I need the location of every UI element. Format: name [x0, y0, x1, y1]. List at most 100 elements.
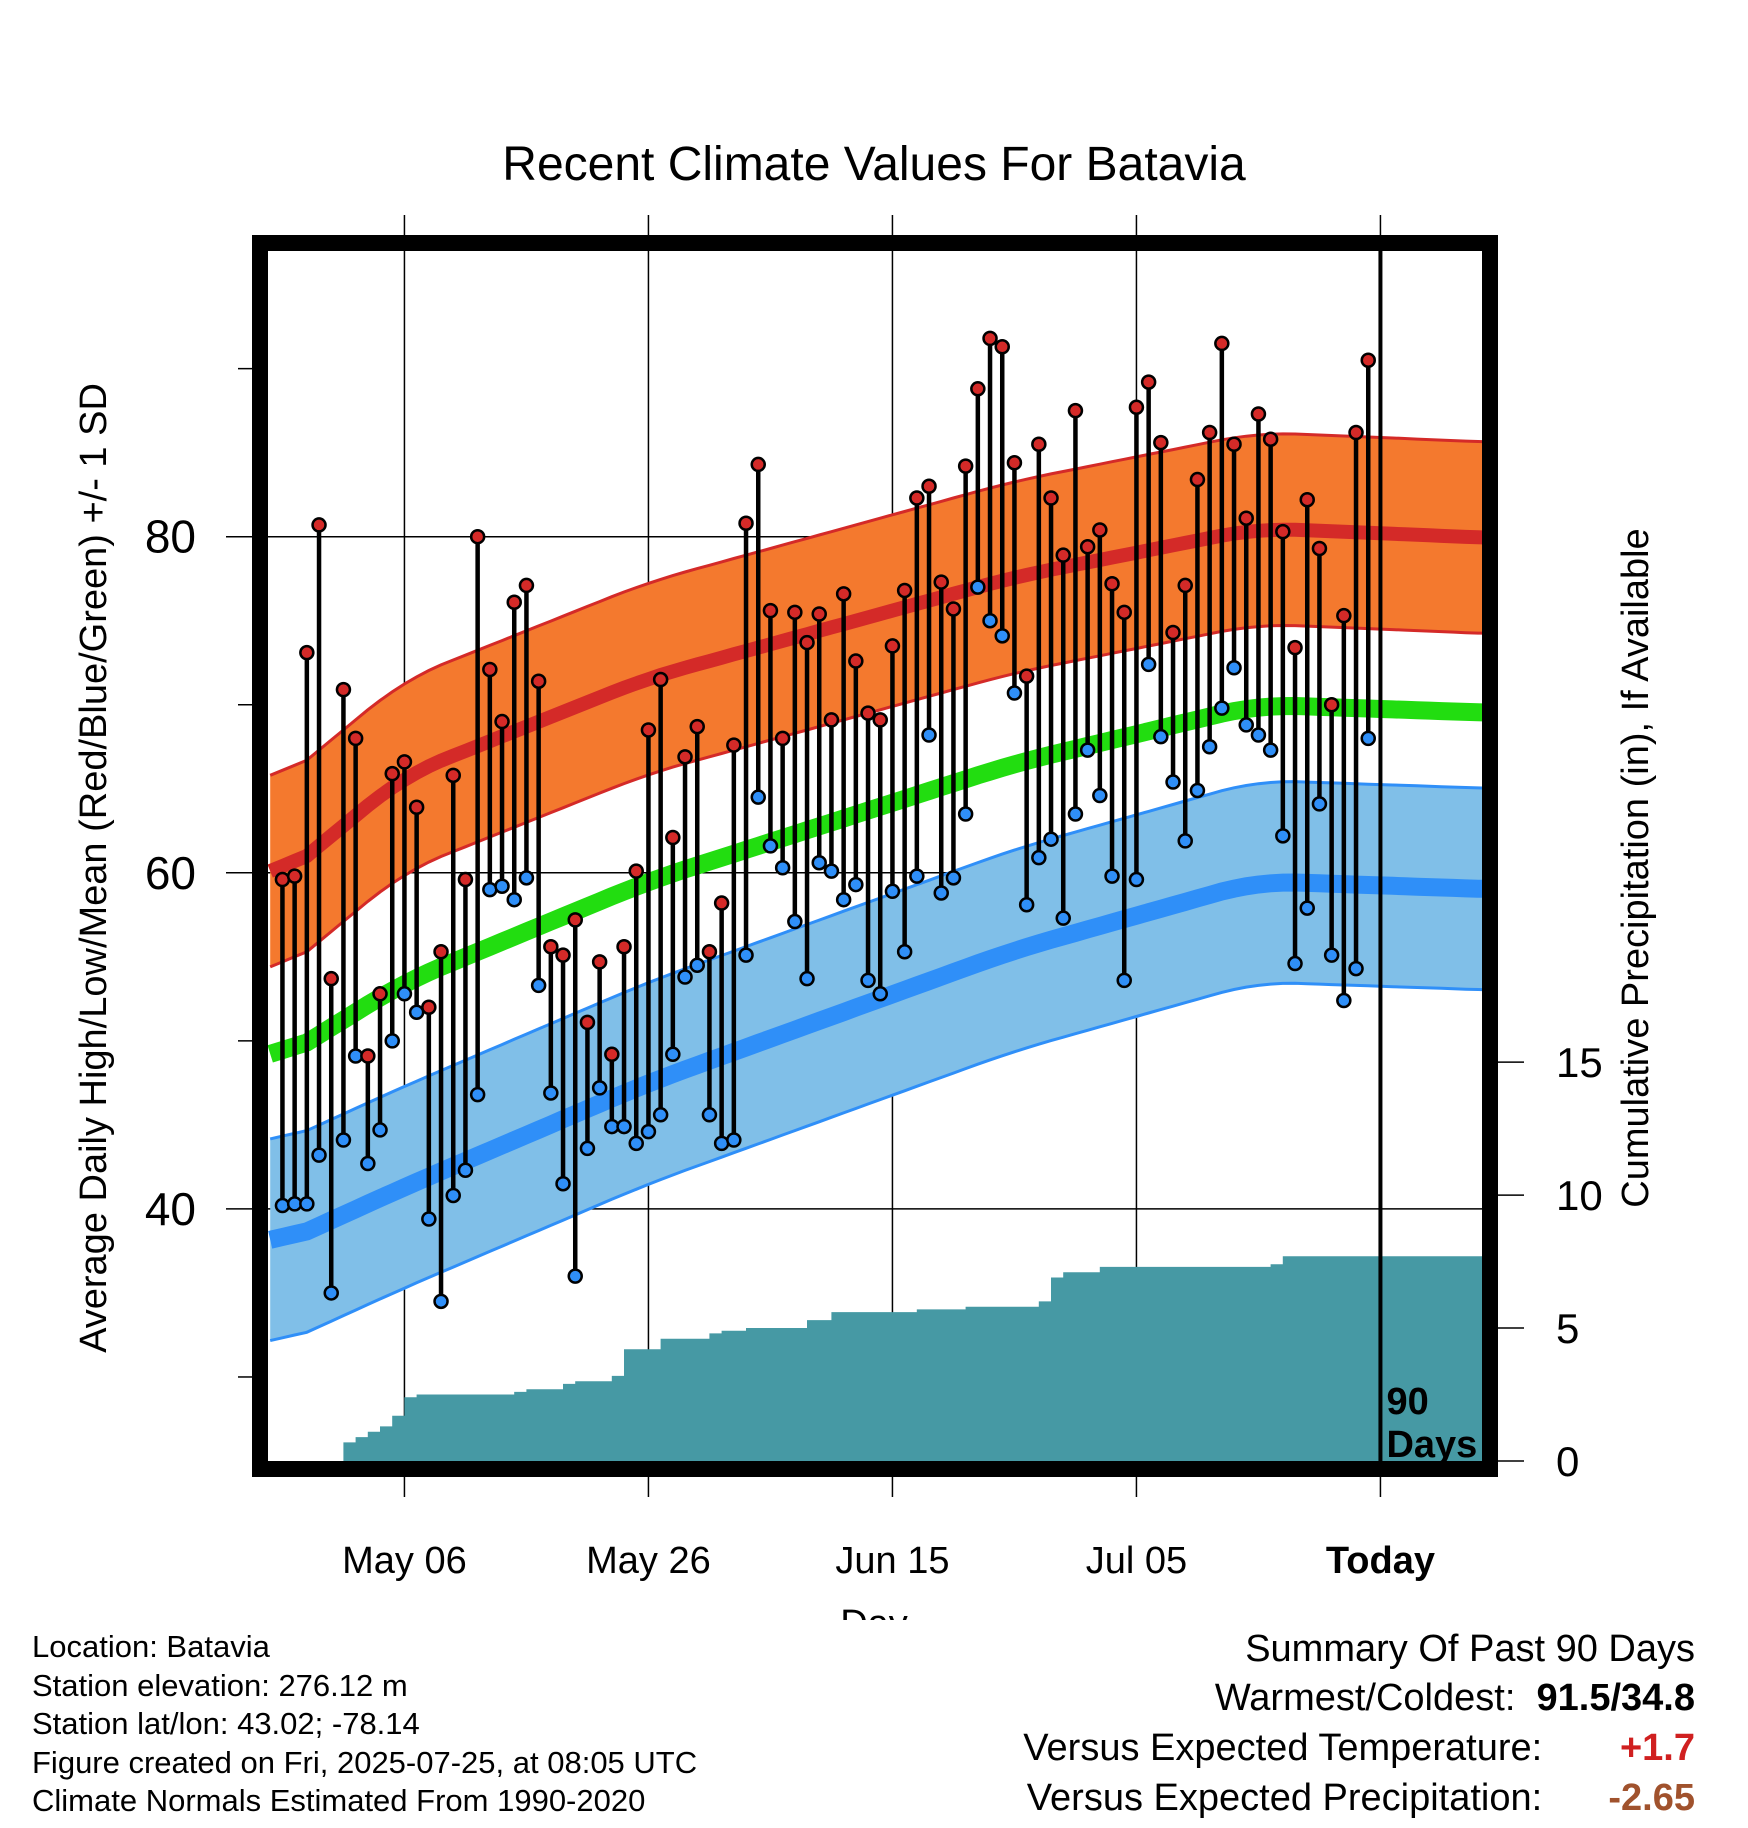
daily-high-point	[311, 517, 327, 533]
daily-high-point	[469, 528, 486, 545]
daily-high-point	[750, 456, 766, 473]
daily-low-point	[1238, 717, 1254, 733]
daily-high-point	[616, 939, 632, 955]
daily-high-point	[640, 722, 657, 738]
daily-low-point	[945, 870, 962, 886]
daily-low-point	[994, 628, 1010, 644]
daily-low-point	[1275, 828, 1291, 844]
daily-high-point	[811, 606, 827, 622]
daily-high-point	[482, 661, 498, 678]
daily-high-point	[530, 673, 547, 689]
daily-low-point	[335, 1132, 352, 1148]
y2-axis-label: Cumulative Precipitation (in), If Availa…	[1615, 528, 1657, 1207]
precip-departure-row: Versus Expected Precipitation: -2.65	[1023, 1773, 1695, 1823]
daily-low-point	[311, 1147, 327, 1163]
daily-high-point	[860, 705, 876, 721]
daily-high-point	[1323, 697, 1340, 713]
daily-high-point	[1226, 436, 1242, 453]
y2-tick-label: 10	[1556, 1172, 1603, 1219]
daily-low-point	[982, 612, 998, 629]
daily-high-point	[1018, 668, 1035, 684]
daily-low-point	[579, 1140, 596, 1157]
daily-low-point	[1104, 868, 1120, 884]
daily-high-point	[689, 718, 705, 735]
daily-high-point	[823, 712, 840, 728]
daily-high-point	[1153, 434, 1169, 451]
daily-high-point	[982, 330, 998, 347]
daily-low-point	[543, 1085, 559, 1101]
daily-low-point	[360, 1155, 376, 1172]
ninety-days-label-line1: 90	[1386, 1381, 1428, 1423]
normal-low-band-lower-edge	[269, 981, 1482, 1343]
daily-high-point	[1287, 639, 1303, 656]
daily-low-point	[677, 969, 693, 985]
daily-low-point	[774, 860, 791, 876]
daily-high-point	[555, 947, 571, 963]
daily-low-point	[323, 1285, 339, 1301]
daily-low-point	[1140, 656, 1157, 673]
daily-low-point	[372, 1122, 388, 1138]
daily-low-point	[1116, 972, 1132, 989]
daily-high-point	[567, 912, 583, 928]
daily-high-point	[774, 730, 791, 747]
daily-low-point	[299, 1196, 315, 1212]
daily-low-point	[1214, 700, 1230, 716]
station-info: Location: Batavia Station elevation: 276…	[32, 1628, 697, 1821]
daily-high-point	[335, 681, 352, 698]
daily-high-point	[1262, 431, 1279, 447]
daily-high-point	[896, 582, 913, 599]
daily-low-point	[1311, 796, 1328, 812]
daily-high-point	[957, 458, 974, 474]
daily-high-point	[921, 478, 937, 495]
daily-low-point	[616, 1118, 632, 1135]
daily-high-point	[738, 515, 754, 531]
y2-tick-label: 15	[1556, 1039, 1603, 1086]
daily-high-point	[1067, 402, 1084, 419]
daily-low-point	[884, 883, 901, 900]
daily-low-point	[689, 957, 705, 973]
daily-high-point	[994, 339, 1010, 355]
daily-low-point	[567, 1268, 583, 1284]
daily-high-point	[494, 713, 510, 730]
daily-low-point	[1201, 739, 1218, 755]
daily-high-point	[909, 490, 925, 506]
daily-high-point	[1360, 352, 1376, 368]
daily-high-point	[1238, 510, 1254, 526]
daily-low-point	[848, 876, 864, 893]
daily-high-point	[884, 638, 901, 654]
daily-low-point	[1177, 833, 1193, 849]
daily-low-point	[1348, 960, 1364, 977]
precip-departure-value: -2.65	[1608, 1777, 1695, 1819]
daily-low-point	[750, 789, 766, 805]
daily-low-point	[896, 944, 913, 960]
daily-low-point	[799, 970, 815, 987]
daily-low-point	[665, 1046, 681, 1063]
precip-area	[282, 1256, 1482, 1461]
daily-high-point	[1165, 624, 1181, 641]
daily-high-point	[1092, 522, 1108, 538]
daily-low-point	[701, 1107, 718, 1123]
daily-high-point	[299, 644, 315, 661]
daily-low-point	[591, 1080, 608, 1096]
daily-low-point	[909, 868, 925, 884]
daily-low-point	[1031, 849, 1047, 866]
daily-low-point	[640, 1123, 657, 1140]
daily-low-point	[494, 878, 510, 894]
daily-high-point	[1177, 577, 1193, 594]
daily-high-point	[677, 749, 693, 765]
y-axis-label: Average Daily High/Low/Mean (Red/Blue/Gr…	[73, 383, 115, 1353]
daily-high-point	[1201, 424, 1218, 441]
daily-low-point	[835, 891, 852, 908]
latlon-text: Station lat/lon: 43.02; -78.14	[32, 1706, 420, 1741]
daily-high-point	[1104, 576, 1120, 592]
daily-low-point	[506, 891, 522, 908]
daily-high-point	[726, 737, 742, 753]
daily-high-point	[347, 730, 364, 747]
daily-high-point	[1140, 374, 1157, 390]
daily-low-point	[726, 1132, 742, 1148]
daily-high-point	[787, 604, 803, 621]
daily-low-point	[1336, 992, 1352, 1009]
daily-low-point	[555, 1175, 571, 1192]
temp-departure-value: +1.7	[1619, 1727, 1695, 1769]
